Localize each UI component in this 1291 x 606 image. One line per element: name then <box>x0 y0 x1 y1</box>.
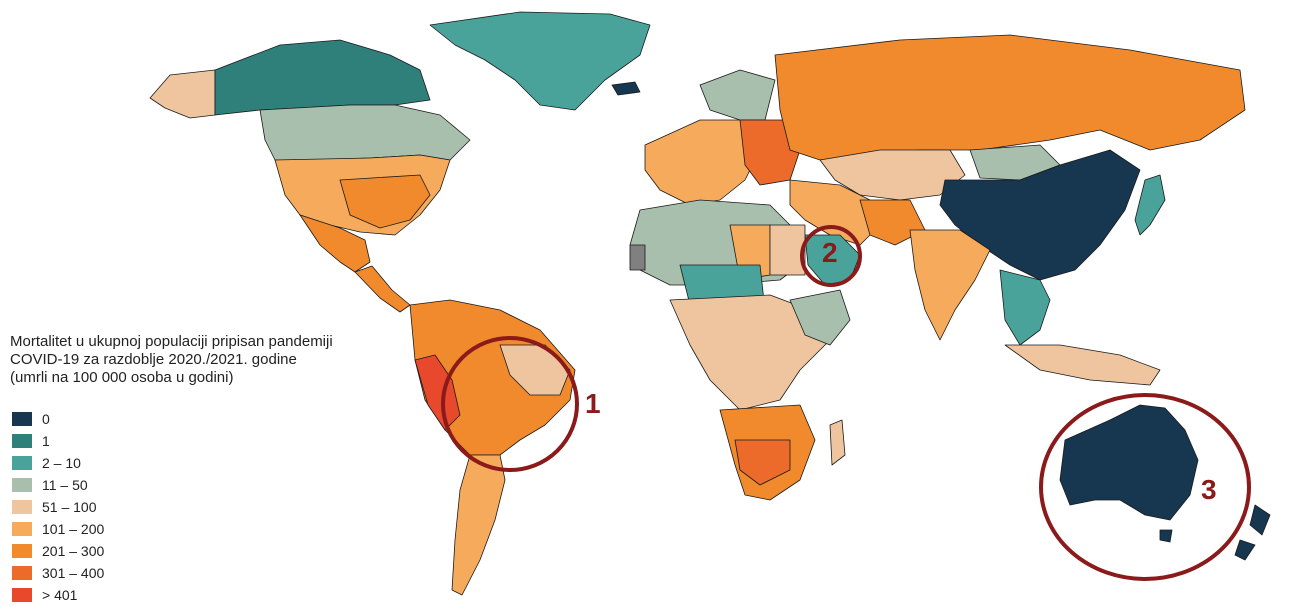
new-zealand-region <box>1234 504 1271 561</box>
map-legend: 0 1 2 – 10 11 – 50 51 – 100 101 – 200 201 – 30… <box>12 408 104 606</box>
southern-canada-region <box>259 104 471 161</box>
middle-east-region <box>789 179 881 246</box>
legend-swatch <box>12 566 32 580</box>
peru-region <box>414 354 461 431</box>
legend-label: 301 – 400 <box>42 565 105 581</box>
legend-title: Mortalitet u ukupnoj populaciji pripisan… <box>10 333 390 387</box>
legend-swatch <box>12 456 32 470</box>
south-africa-region <box>734 439 791 486</box>
legend-item: 11 – 50 <box>12 474 104 496</box>
legend-swatch <box>12 434 32 448</box>
legend-title-line-3: (umrli na 100 000 osoba u godini) <box>10 369 234 386</box>
india-region <box>909 229 991 341</box>
northern-canada-region <box>214 39 431 116</box>
legend-item: 101 – 200 <box>12 518 104 540</box>
callout-circle-2 <box>800 225 862 287</box>
scandinavia-region <box>699 69 776 121</box>
greenland-region <box>429 11 651 111</box>
china-region <box>939 149 1141 281</box>
legend-label: 201 – 300 <box>42 543 105 559</box>
legend-swatch <box>12 544 32 558</box>
callout-circle-3 <box>1039 393 1251 581</box>
legend-item: 301 – 400 <box>12 562 104 584</box>
legend-label: 1 <box>42 433 50 449</box>
legend-swatch <box>12 500 32 514</box>
legend-label: 11 – 50 <box>42 477 88 493</box>
legend-title-line-1: Mortalitet u ukupnoj populaciji pripisan… <box>10 333 333 350</box>
western-europe-region <box>644 119 761 206</box>
legend-swatch <box>12 522 32 536</box>
legend-label: 2 – 10 <box>42 455 81 471</box>
legend-label: 0 <box>42 411 50 427</box>
southeast-asia-region <box>999 269 1051 346</box>
callout-circle-1 <box>441 336 579 472</box>
northeast-brazil-region <box>499 344 571 396</box>
alaska-region <box>149 69 216 119</box>
legend-swatch <box>12 478 32 492</box>
legend-label: 101 – 200 <box>42 521 105 537</box>
central-asia-region <box>819 149 966 201</box>
legend-item: 0 <box>12 408 104 430</box>
usa-east-region <box>339 174 431 229</box>
east-africa-region <box>789 289 851 346</box>
japan-region <box>1134 174 1166 236</box>
callout-label-2: 2 <box>822 237 838 268</box>
legend-item: > 401 <box>12 584 104 606</box>
central-america-region <box>354 265 411 313</box>
legend-item: 2 – 10 <box>12 452 104 474</box>
iran-region <box>859 199 926 246</box>
australia-region <box>1059 404 1199 521</box>
southern-cone-region <box>451 454 506 596</box>
callout-label-1: 1 <box>585 388 601 419</box>
legend-swatch <box>12 588 32 602</box>
legend-label: > 401 <box>42 587 78 603</box>
russia-region <box>774 34 1246 161</box>
madagascar-region <box>829 419 846 466</box>
indonesia-region <box>1004 344 1161 386</box>
central-africa-region <box>669 294 831 411</box>
callout-label-3: 3 <box>1201 474 1217 505</box>
western-sahara-region <box>629 244 646 271</box>
egypt-region <box>769 224 806 276</box>
tasmania-region <box>1159 529 1173 543</box>
legend-item: 201 – 300 <box>12 540 104 562</box>
legend-swatch <box>12 412 32 426</box>
mexico-region <box>299 214 371 273</box>
legend-title-line-2: COVID-19 za razdoblje 2020./2021. godine <box>10 351 297 368</box>
iceland-region <box>611 81 641 96</box>
legend-item: 1 <box>12 430 104 452</box>
legend-label: 51 – 100 <box>42 499 97 515</box>
legend-item: 51 – 100 <box>12 496 104 518</box>
